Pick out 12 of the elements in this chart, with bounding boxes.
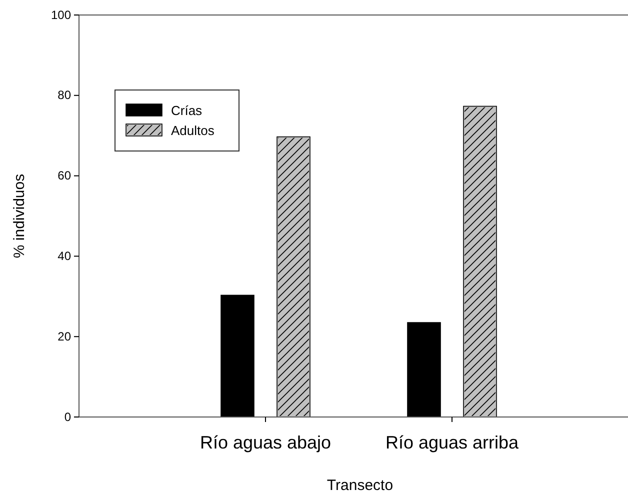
y-tick-label: 20 xyxy=(58,329,72,344)
y-tick-label: 100 xyxy=(50,8,72,22)
y-tick-label: 40 xyxy=(58,249,72,264)
y-tick-label: 0 xyxy=(64,410,72,424)
y-axis-title: % individuos xyxy=(11,174,28,258)
y-tick-label: 60 xyxy=(58,168,72,183)
legend-label: Crías xyxy=(171,103,203,118)
legend-label: Adultos xyxy=(171,123,215,138)
x-axis-title: Transecto xyxy=(326,477,394,494)
x-tick-label: Río aguas arriba xyxy=(385,432,520,452)
x-tick-label: Río aguas abajo xyxy=(200,432,332,452)
y-tick-label: 80 xyxy=(58,88,72,102)
